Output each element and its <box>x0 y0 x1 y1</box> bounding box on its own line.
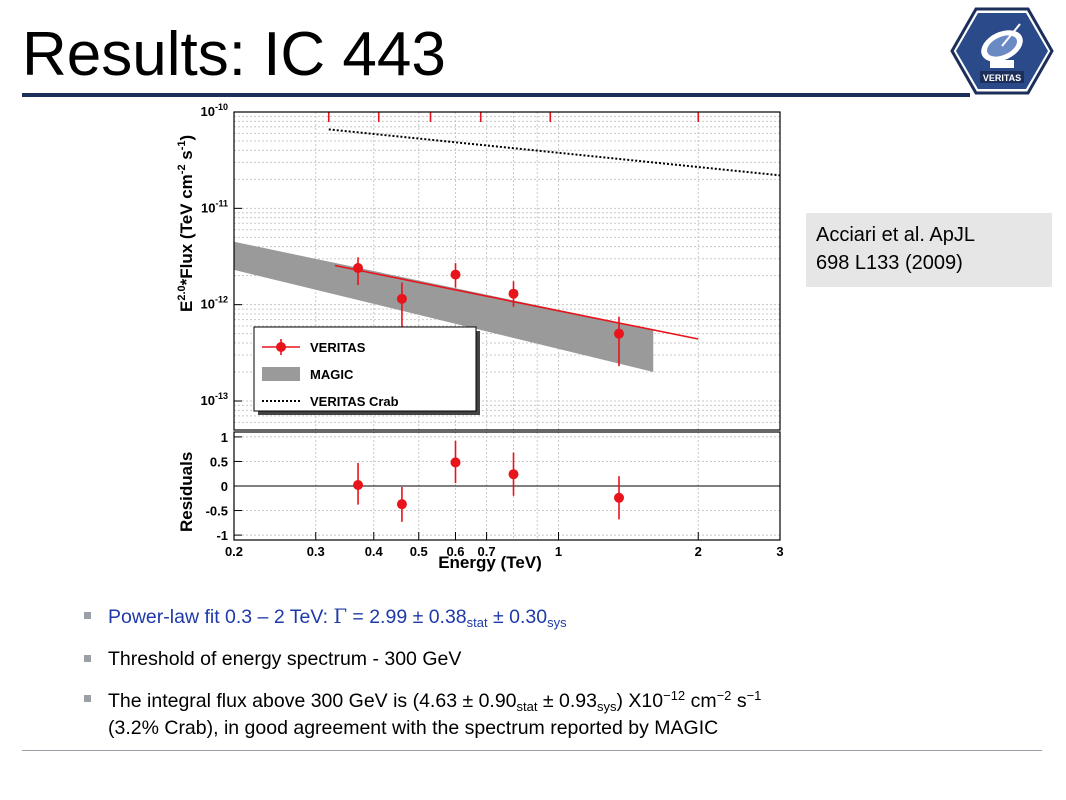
bullet-integral-flux: The integral flux above 300 GeV is (4.63… <box>84 688 761 742</box>
y-tick-label: 10-11 <box>201 198 228 215</box>
y-tick-label: 0.5 <box>210 454 228 469</box>
citation-line-1: Acciari et al. ApJL <box>816 224 975 246</box>
residuals-axis-label: Residuals <box>177 452 196 532</box>
x-tick-label: 0.5 <box>410 544 428 559</box>
y-tick-label: 10-12 <box>201 295 228 312</box>
spectrum-chart: 10-1010-1110-1210-13VERITASMAGICVERITAS … <box>170 100 790 580</box>
y-tick-label: -1 <box>216 528 228 543</box>
energy-axis-label: Energy (TeV) <box>438 553 542 572</box>
y-tick-label: 10-13 <box>201 391 228 408</box>
flux-axis-label: E2.0*Flux (TeV cm-2 s-1) <box>176 135 196 312</box>
legend-magic-swatch <box>262 367 300 381</box>
spectrum-panel: 10-10 10-11 10-12 10-13 VERITAS MAGIC VERITAS … <box>201 102 781 431</box>
citation-line-2: 698 L133 (2009) <box>816 252 963 274</box>
legend: VERITAS MAGIC VERITAS Crab <box>253 326 480 415</box>
gamma-symbol: Γ <box>333 605 347 628</box>
residual-point <box>450 457 461 468</box>
y-tick-label: 0 <box>221 479 228 494</box>
x-tick-label: 3 <box>776 544 783 559</box>
x-tick-label: 0.7 <box>478 544 496 559</box>
svg-text:E2.0*Flux (TeV cm-2 s-1): E2.0*Flux (TeV cm-2 s-1) <box>176 135 196 312</box>
x-tick-label: 0.6 <box>446 544 464 559</box>
x-tick-label: 0.3 <box>307 544 325 559</box>
residual-point <box>614 492 625 503</box>
veritas-fit-line <box>334 264 699 340</box>
legend-label: VERITAS Crab <box>310 394 399 409</box>
page-title: Results: IC 443 <box>22 20 446 89</box>
bullet-square-icon <box>84 655 91 662</box>
veritas-crab-line <box>328 128 781 177</box>
residual-point <box>353 480 364 491</box>
logo-text: VERITAS <box>983 73 1021 83</box>
legend-label: MAGIC <box>310 367 354 382</box>
veritas-point <box>396 293 407 304</box>
veritas-point <box>614 328 625 339</box>
y-tick-label: 10-10 <box>201 102 228 119</box>
energy-axis: 0.2 0.3 0.4 0.5 0.6 0.7 1 2 3 <box>225 532 784 559</box>
title-underline <box>22 93 970 97</box>
residual-point <box>396 499 407 510</box>
x-tick-label: 2 <box>695 544 702 559</box>
citation-box: Acciari et al. ApJL 698 L133 (2009) <box>806 213 1052 287</box>
footer-divider <box>22 750 1042 751</box>
veritas-telescope-logo-icon: VERITAS <box>950 7 1054 95</box>
bullet-power-law-fit: Power-law fit 0.3 – 2 TeV: Γ = 2.99 ± 0.… <box>84 605 567 629</box>
y-tick-label: 1 <box>221 430 228 445</box>
y-tick-label: -0.5 <box>206 504 228 519</box>
residuals-panel: 1 0.5 0 -0.5 -1 <box>206 430 781 543</box>
x-tick-label: 0.4 <box>365 544 384 559</box>
x-tick-label: 1 <box>555 544 562 559</box>
bullet-threshold: Threshold of energy spectrum - 300 GeV <box>84 648 461 671</box>
bullet-square-icon <box>84 695 91 702</box>
veritas-point <box>450 269 461 280</box>
veritas-point <box>508 288 519 299</box>
legend-label: VERITAS <box>310 340 366 355</box>
spectrum-frame <box>233 111 781 431</box>
x-tick-label: 0.2 <box>225 544 243 559</box>
magic-band <box>234 241 654 373</box>
bullet-square-icon <box>84 612 91 619</box>
legend-veritas-marker <box>276 342 286 352</box>
residual-point <box>508 469 519 480</box>
veritas-point <box>353 263 364 274</box>
